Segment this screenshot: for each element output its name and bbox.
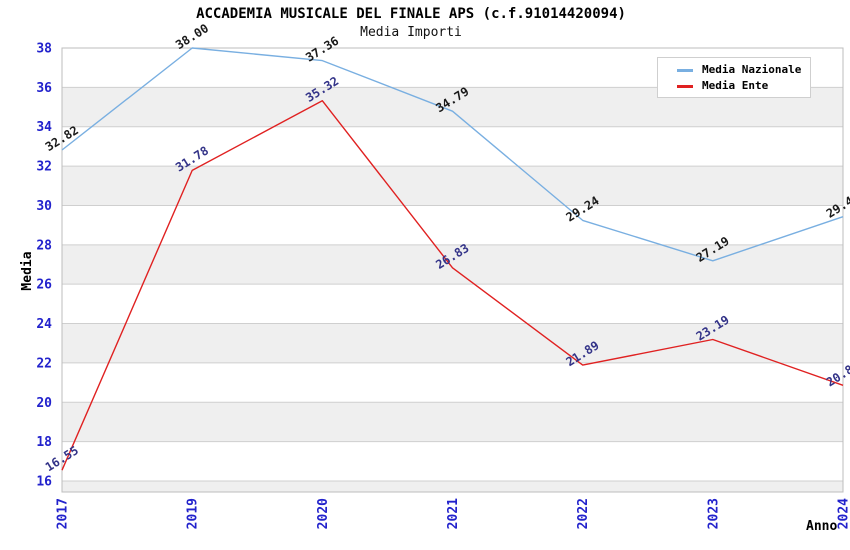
legend-line-swatch-blue xyxy=(677,68,693,72)
plot-band xyxy=(62,244,843,285)
x-tick-label-2017: 2017 xyxy=(56,498,71,529)
plot-border xyxy=(61,47,844,493)
x-tick-label-2022: 2022 xyxy=(576,498,591,529)
x-tick-label-2019: 2019 xyxy=(186,498,201,529)
y-tick-label: 22 xyxy=(36,356,52,371)
plot-band xyxy=(62,323,843,363)
y-tick-label: 18 xyxy=(36,435,52,450)
y-tick-label: 38 xyxy=(36,42,52,57)
x-tick-label-2021: 2021 xyxy=(446,498,461,529)
x-tick-label-2023: 2023 xyxy=(706,498,721,529)
y-tick-label: 20 xyxy=(36,396,52,411)
y-tick-label: 28 xyxy=(36,238,52,253)
series-line-media-ente xyxy=(61,99,844,471)
y-tick-label: 30 xyxy=(36,199,52,214)
legend-box: Media Nazionale Media Ente xyxy=(657,57,811,98)
legend-item-media-nazionale: Media Nazionale xyxy=(658,62,810,78)
chart-title: ACCADEMIA MUSICALE DEL FINALE APS (c.f.9… xyxy=(196,6,626,22)
plot-band xyxy=(62,166,843,206)
legend-line-swatch-red xyxy=(677,84,693,88)
legend-label-media-nazionale: Media Nazionale xyxy=(702,63,802,76)
legend-item-media-ente: Media Ente xyxy=(658,78,810,94)
y-tick-label: 26 xyxy=(36,278,52,293)
plot-band xyxy=(62,402,843,442)
x-tick-label-2024: 2024 xyxy=(837,498,850,529)
y-tick-label: 24 xyxy=(36,317,52,332)
plot-band xyxy=(62,481,843,492)
y-tick-label: 36 xyxy=(36,81,52,96)
y-tick-label: 34 xyxy=(36,120,52,135)
y-tick-label: 16 xyxy=(36,475,52,490)
y-axis-title: Media xyxy=(20,251,35,290)
series-line-media-nazionale xyxy=(61,47,844,262)
x-axis-title: Anno xyxy=(806,519,837,534)
y-tick-label: 32 xyxy=(36,160,52,175)
chart-subtitle: Media Importi xyxy=(360,25,462,40)
legend-label-media-ente: Media Ente xyxy=(702,79,769,92)
x-tick-label-2020: 2020 xyxy=(316,498,331,529)
